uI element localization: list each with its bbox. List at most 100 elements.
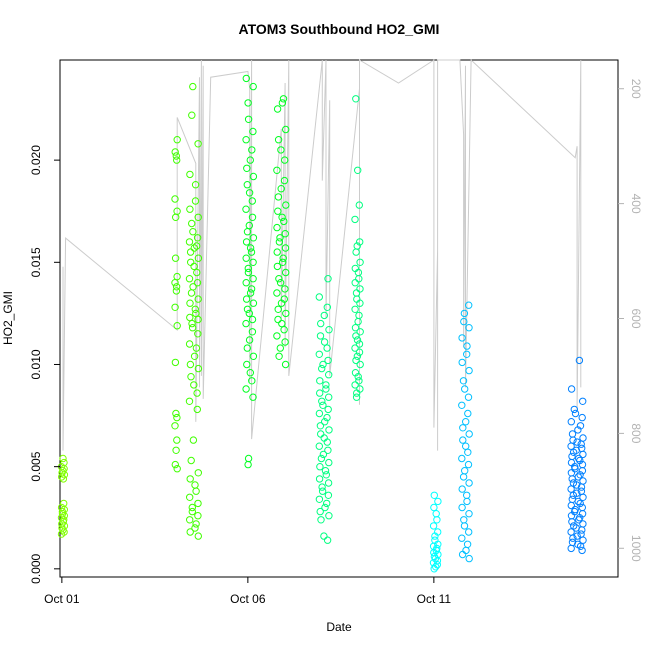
data-point [567, 458, 576, 467]
data-point [248, 315, 257, 324]
data-point [281, 338, 289, 346]
data-point [463, 342, 471, 350]
data-point [278, 99, 287, 107]
data-point [280, 217, 288, 226]
data-point [568, 518, 576, 526]
data-point [325, 512, 333, 520]
x-tick-label: Oct 01 [44, 592, 80, 606]
data-point [194, 330, 202, 338]
data-point [465, 430, 473, 438]
data-point [430, 491, 438, 499]
data-point [579, 450, 587, 459]
data-point [273, 105, 282, 113]
data-point [356, 360, 364, 369]
data-point [246, 156, 255, 164]
data-point [316, 389, 324, 397]
data-point [324, 479, 333, 487]
data-point [282, 309, 290, 318]
data-point [579, 520, 587, 528]
data-point [351, 279, 359, 287]
data-point [189, 228, 197, 236]
data-point [319, 360, 327, 369]
data-point [462, 546, 470, 555]
data-point [59, 454, 67, 463]
data-point [244, 268, 253, 277]
data-point [462, 418, 470, 426]
data-point [191, 181, 200, 189]
data-point [248, 197, 257, 205]
data-point [171, 148, 179, 156]
data-point [187, 289, 196, 297]
x-tick-label: Oct 06 [230, 592, 266, 606]
data-point [318, 487, 327, 495]
data-point [277, 146, 285, 154]
data-point [273, 262, 282, 271]
data-point [567, 501, 575, 510]
y-tick-label: 0.010 [29, 349, 43, 379]
data-point [578, 413, 586, 422]
data-point [577, 530, 585, 538]
data-point [278, 319, 286, 328]
data-point [275, 275, 283, 283]
data-point [246, 244, 255, 252]
data-point [352, 95, 360, 103]
data-point [192, 309, 200, 318]
data-point [325, 393, 333, 401]
data-point [188, 219, 196, 228]
data-point [576, 499, 584, 508]
data-point [242, 136, 250, 144]
data-point [575, 516, 583, 524]
data-point [578, 546, 586, 555]
data-point [315, 495, 324, 503]
data-point [465, 528, 473, 536]
data-point [187, 373, 195, 381]
y-axis: 0.000 0.005 0.010 0.015 0.020 [29, 145, 60, 584]
data-point [243, 228, 252, 236]
data-point [244, 454, 253, 463]
data-point [275, 352, 283, 360]
data-point [186, 248, 195, 256]
data-point [190, 262, 198, 271]
data-point [567, 528, 575, 536]
data-point [320, 338, 329, 346]
y-tick-label: 0.000 [29, 553, 43, 583]
x-axis-label: Date [326, 620, 352, 634]
data-point [173, 465, 181, 473]
data-point [194, 512, 202, 520]
data-point [570, 522, 578, 530]
data-point [186, 205, 194, 213]
data-point [324, 491, 333, 499]
data-point [186, 360, 195, 369]
data-point [173, 436, 181, 444]
data-point [188, 319, 196, 328]
data-point [188, 111, 196, 119]
data-point [188, 503, 197, 512]
data-point [355, 348, 364, 356]
data-point [243, 164, 251, 173]
data-point [465, 479, 473, 487]
data-point [317, 454, 326, 463]
data-point [281, 230, 289, 238]
data-point [567, 385, 576, 393]
data-point [281, 244, 290, 252]
data-point [459, 377, 468, 385]
data-point [277, 185, 285, 193]
data-point [171, 303, 179, 311]
data-point [579, 536, 587, 544]
data-point [323, 303, 331, 311]
data-point [242, 254, 250, 262]
data-point [274, 305, 282, 313]
data-point [191, 305, 200, 313]
data-point [355, 275, 363, 283]
y2-tick-label: 600 [629, 308, 643, 328]
data-point [569, 534, 577, 542]
data-point [316, 332, 325, 340]
data-point [323, 344, 331, 352]
data-point [248, 377, 256, 385]
data-point [190, 381, 198, 389]
data-point [188, 507, 197, 516]
data-point [463, 350, 471, 358]
data-point [315, 350, 323, 358]
data-point [194, 499, 202, 508]
data-point [247, 248, 256, 256]
